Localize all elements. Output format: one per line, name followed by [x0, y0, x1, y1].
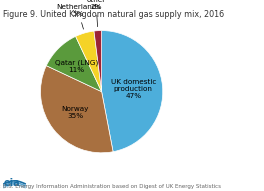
Text: Qatar (LNG)
11%: Qatar (LNG) 11%	[55, 60, 98, 73]
Wedge shape	[46, 36, 102, 92]
Text: Norway
35%: Norway 35%	[62, 106, 89, 119]
Text: Figure 9. United Kingdom natural gas supply mix, 2016: Figure 9. United Kingdom natural gas sup…	[3, 10, 224, 19]
Text: eia: eia	[4, 178, 21, 188]
Text: Source: U.S. Energy Information Administration based on Digest of UK Energy Stat: Source: U.S. Energy Information Administ…	[0, 184, 221, 189]
Wedge shape	[40, 66, 113, 153]
Text: other
2%: other 2%	[86, 0, 106, 27]
Wedge shape	[102, 31, 163, 152]
Wedge shape	[94, 31, 102, 92]
Text: UK domestic
production
47%: UK domestic production 47%	[111, 79, 156, 99]
Text: Netherlands
5%: Netherlands 5%	[56, 4, 100, 29]
Wedge shape	[76, 31, 102, 92]
